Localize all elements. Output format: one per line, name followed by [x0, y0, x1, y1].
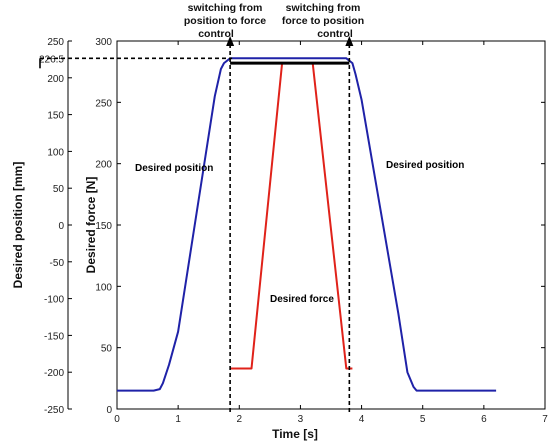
annotation-right-line2: force to position — [282, 15, 364, 27]
force-tick-label: 100 — [95, 282, 112, 293]
position-tick-label: 150 — [47, 111, 64, 122]
position-tick-label: 0 — [58, 221, 64, 232]
position-series-label-left: Desired position — [135, 163, 213, 174]
x-tick-label: 4 — [359, 414, 365, 425]
position-tick-label: -250 — [44, 405, 64, 416]
force-axis: 300 250 200 150 100 50 0 — [95, 37, 545, 416]
x-tick-label: 1 — [175, 414, 181, 425]
x-tick-label: 3 — [298, 414, 304, 425]
position-tick-label: 250 — [47, 37, 64, 48]
position-tick-label: -200 — [44, 368, 64, 379]
force-series-label: Desired force — [270, 294, 334, 305]
x-tick-label: 5 — [420, 414, 426, 425]
x-tick-label: 0 — [114, 414, 120, 425]
switch-guides — [39, 36, 354, 413]
position-tick-label: 50 — [53, 184, 65, 195]
position-axis-label: Desired position [mm] — [11, 162, 25, 289]
series-lines — [117, 57, 497, 392]
switch-arrow-left-icon — [226, 36, 235, 46]
x-tick-label: 7 — [542, 414, 548, 425]
x-tick-label: 6 — [481, 414, 487, 425]
force-axis-label: Desired force [N] — [84, 177, 98, 274]
position-tick-label: -150 — [44, 331, 64, 342]
annotation-left-line3: control — [198, 28, 234, 40]
position-tick-label: -100 — [44, 295, 64, 306]
force-tick-label: 0 — [106, 405, 112, 416]
annotation-right-line1: switching from — [286, 2, 361, 14]
position-tick-label: 200 — [47, 74, 64, 85]
time-axis: 0 1 2 3 4 5 6 7 — [114, 41, 548, 425]
force-tick-label: 250 — [95, 98, 112, 109]
force-tick-label: 150 — [95, 221, 112, 232]
x-axis-label: Time [s] — [272, 427, 318, 441]
position-tick-label: -50 — [50, 258, 65, 269]
force-tick-label: 50 — [101, 344, 113, 355]
force-line — [230, 62, 353, 370]
x-tick-label: 2 — [237, 414, 243, 425]
annotation-right-line3: control — [317, 28, 353, 40]
position-line — [117, 57, 497, 392]
force-tick-label: 200 — [95, 160, 112, 171]
force-tick-label: 300 — [95, 37, 112, 48]
position-tick-label: 226.5 — [39, 54, 64, 65]
position-series-label-right: Desired position — [386, 160, 464, 171]
position-tick-label: 100 — [47, 147, 64, 158]
position-axis: 250 226.5 200 150 100 50 0 -50 -100 -150 -200 -250 — [39, 37, 72, 416]
annotation-left-line1: switching from — [188, 2, 263, 14]
annotation-left-line2: position to force — [184, 15, 266, 27]
switch-arrow-right-icon — [345, 36, 354, 46]
